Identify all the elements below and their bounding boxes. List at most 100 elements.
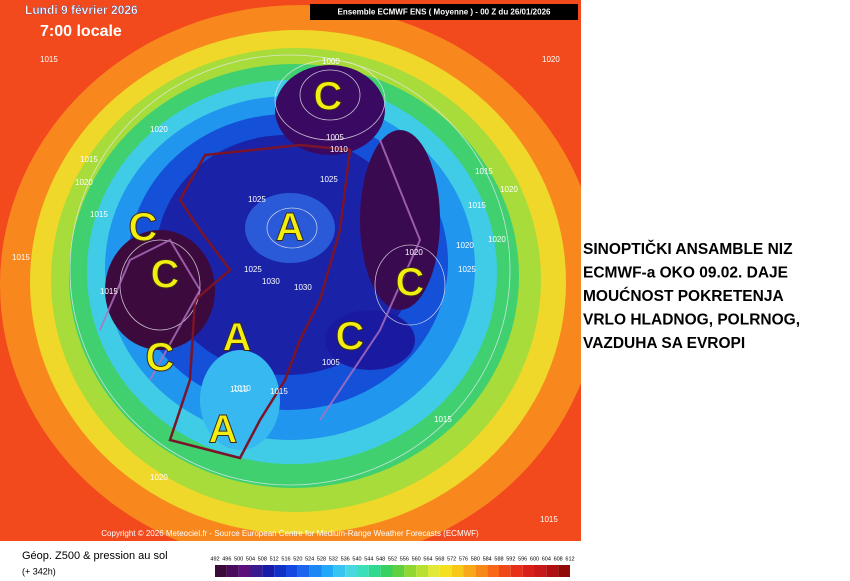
annotation-line: VRLO HLADNOG, POLRNOG, [583,312,800,329]
scale-cell [297,565,310,577]
scale-label: 516 [281,556,290,562]
scale-cell [309,565,322,577]
scale-cell [321,565,334,577]
scale-cell [286,565,298,577]
isobar-label: 1015 [90,210,108,219]
scale-label: 500 [234,556,243,562]
scale-label: 596 [518,556,527,562]
scale-label: 552 [388,556,397,562]
scale-cell [274,565,286,577]
isobar-label: 1025 [458,265,476,274]
isobar-label: 1030 [262,277,280,286]
scale-label: 588 [494,556,503,562]
scale-cell [451,565,464,577]
isobar-label: 1020 [150,125,168,134]
scale-cell [215,565,227,577]
scale-label: 564 [423,556,432,562]
isobar-label: 1005 [326,133,344,142]
isobar-label: 1010 [330,145,348,154]
scale-cell [333,565,346,577]
copyright: Copyright © 2026 Meteociel.fr - Source E… [101,529,479,538]
scale-label: 604 [542,556,551,562]
scale-label: 608 [554,556,563,562]
map [0,0,581,541]
scale-cell [250,565,263,577]
scale-cell [439,565,452,577]
isobar-label: 1020 [150,473,168,482]
scale-cell [475,565,488,577]
scale-cell [262,565,275,577]
scale-label: 548 [376,556,385,562]
isobar-label: 1025 [248,195,266,204]
isobar-label: 1020 [405,248,423,257]
pressure-center: A [276,206,305,250]
isobar-label: 1015 [475,167,493,176]
scale-label: 592 [506,556,515,562]
isobar-label: 1015 [540,515,558,524]
isobar-label: 1015 [12,253,30,262]
scale-label: 532 [329,556,338,562]
annotation-line: MOUĆNOST POKRETENJA [583,287,784,305]
scale-label: 612 [565,556,574,562]
scale-cell [546,565,559,577]
scale-label: 556 [400,556,409,562]
isobar-label: 1000 [322,57,340,66]
isobar-label: 1015 [434,415,452,424]
isobar-label: 1015 [100,287,118,296]
scale-cell [357,565,369,577]
isobar-label: 1020 [488,235,506,244]
header-bar [310,4,578,20]
pressure-center: A [209,408,238,452]
pressure-center: C [336,315,365,359]
pressure-center: C [146,336,175,380]
isobar-label: 1025 [320,175,338,184]
outline [168,143,352,460]
scale-label: 492 [210,556,219,562]
ridge [245,193,335,263]
annotation-line: SINOPTIČKI ANSAMBLE NIZ [583,240,793,258]
scale-label: 568 [435,556,444,562]
scale-cell [558,565,570,577]
isobar-label: 1010 [233,384,251,393]
isobar-label: 1030 [294,283,312,292]
trough [275,65,385,155]
isobar-label: 1015 [230,385,248,394]
scale-label: 536 [341,556,350,562]
scale-label: 504 [246,556,255,562]
pressure-center: C [396,261,425,305]
pressure-center: C [151,253,180,297]
scale-label: 572 [447,556,456,562]
scale-label: 508 [258,556,267,562]
isobar-label: 1005 [322,358,340,367]
scale-cell [416,565,428,577]
scale-cell [226,565,239,577]
annotation-line: VAZDUHA SA EVROPI [583,335,745,352]
scale-label: 600 [530,556,539,562]
scale-label: 524 [305,556,314,562]
pressure-center: C [129,206,158,250]
scale-label: 580 [471,556,480,562]
scale-cell [522,565,535,577]
scale-label: 496 [222,556,231,562]
scale-label: 584 [483,556,492,562]
scale-cell [487,565,499,577]
scale-cell [380,565,393,577]
pressure-center: C [314,75,343,119]
isobar-label: 1020 [542,55,560,64]
lead-time: (+ 342h) [22,566,56,576]
scale-cell [499,565,511,577]
scale-label: 576 [459,556,468,562]
isobar-label: 1015 [468,201,486,210]
scale-cell [404,565,417,577]
isobar-label: 1025 [244,265,262,274]
trough [105,230,215,350]
isobar-label: 1015 [40,55,58,64]
ridge [200,350,280,450]
front-lines [99,139,422,421]
isobar-label: 1015 [80,155,98,164]
scale-cell [534,565,547,577]
date: Lundi 9 février 2026 [25,3,138,17]
scale-cell [428,565,440,577]
